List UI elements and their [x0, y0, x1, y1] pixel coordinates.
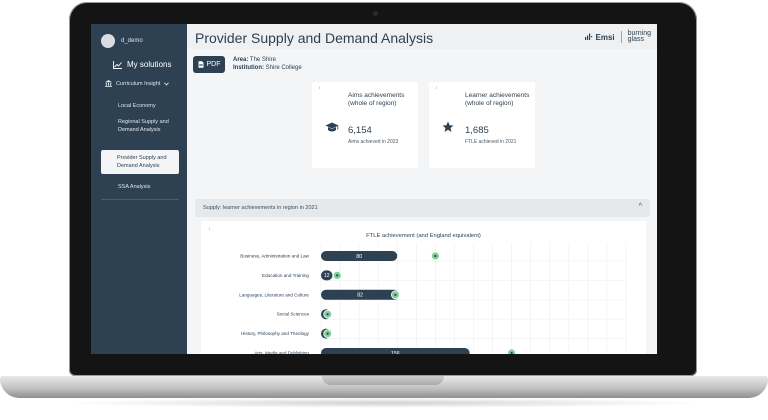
star-icon [442, 120, 454, 138]
user-menu[interactable]: d_demo [101, 34, 143, 48]
bar [321, 251, 398, 261]
england-marker-dot [434, 254, 437, 258]
main-content: PDF Area: The Shire Institution: Shire C… [187, 49, 657, 354]
sidebar-item-local-economy[interactable]: Local Economy [101, 98, 179, 114]
chart-panel: i FTLE achievement (and England equivale… [201, 221, 646, 354]
sidebar-item-provider-supply-demand[interactable]: Provider Supply and Demand Analysis [101, 150, 179, 174]
info-icon[interactable]: i [319, 85, 320, 90]
institution-row: Institution: Shire College [233, 64, 302, 72]
area-value: The Shire [249, 57, 276, 63]
england-marker-dot [326, 332, 329, 335]
kpi-title: Aims achievements (whole of region) [348, 92, 405, 107]
camera-icon [373, 11, 378, 16]
england-marker-dot [326, 313, 329, 316]
tick-label: Arts, Media and Publishing [254, 351, 309, 355]
data-label: 12 [324, 273, 330, 279]
bar [321, 270, 333, 281]
chart-title: FTLE achievement (and England equivalent… [366, 233, 481, 239]
accordion-label: Supply: learner achievements in region i… [203, 205, 318, 211]
chart-line-icon [113, 60, 122, 69]
emsi-logo: Emsi [585, 32, 615, 42]
kpi-description: FTLE achieved in 2021 [465, 139, 517, 145]
supply-accordion-header[interactable]: Supply: learner achievements in region i… [195, 199, 650, 217]
kpi-description: Aims achieved in 2023 [348, 139, 399, 145]
england-marker-dot [336, 274, 339, 277]
tick-label: History, Philosophy and Theology [241, 331, 310, 336]
kpi-value: 6,154 [348, 125, 372, 136]
burning-glass-logo: burning glass [627, 30, 651, 43]
england-marker-dot [394, 293, 397, 296]
info-icon[interactable]: i [436, 85, 437, 90]
sidebar-item-label: Provider Supply and Demand Analysis [117, 155, 167, 169]
app-screen: d_demo My solutions Curriculum Insight [91, 24, 657, 354]
page-title: Provider Supply and Demand Analysis [195, 30, 434, 46]
chevron-up-icon[interactable]: ^ [638, 203, 642, 210]
avatar[interactable] [101, 34, 115, 48]
institution-label: Institution: [233, 65, 264, 71]
nav-my-solutions-label: My solutions [127, 60, 172, 69]
sidebar-item-regional-supply-demand[interactable]: Regional Supply and Demand Analysis [101, 114, 179, 138]
sidebar-item-label: SSA Analysis [118, 184, 151, 190]
tick-label: Social Sciences [277, 312, 310, 317]
chevron-down-icon [164, 81, 170, 86]
laptop-notch [322, 376, 444, 385]
pdf-button-label: PDF [206, 61, 221, 68]
sidebar-divider [101, 199, 179, 200]
area-row: Area: The Shire [233, 56, 302, 64]
england-marker-dot [510, 351, 513, 354]
report-meta: Area: The Shire Institution: Shire Colle… [233, 56, 302, 72]
nav-curriculum-insight-label: Curriculum Insight [116, 80, 161, 87]
bar [321, 348, 470, 354]
brand-separator [620, 31, 622, 43]
data-label: 80 [356, 254, 362, 260]
area-label: Area: [233, 57, 249, 63]
data-label: 156 [391, 351, 400, 354]
laptop-base [0, 376, 768, 398]
kpi-card-learners: i Learner achievements (whole of region)… [429, 82, 535, 168]
burning-glass-logo-line2: glass [627, 36, 644, 43]
institution-value: Shire College [265, 65, 302, 71]
file-pdf-icon [198, 61, 203, 68]
sidebar-item-label: Local Economy [118, 103, 156, 109]
bank-icon [105, 80, 112, 87]
data-label: 82 [357, 293, 363, 299]
info-icon[interactable]: i [209, 226, 210, 231]
graduation-cap-icon [325, 120, 339, 138]
bar [321, 289, 400, 300]
tick-label: Education and Training [262, 273, 309, 278]
england-marker [507, 348, 517, 354]
laptop-shadow [60, 398, 708, 408]
tick-label: Business, Administration and Law [240, 254, 309, 259]
kpi-title: Learner achievements (whole of region) [465, 92, 530, 107]
user-name: d_demo [121, 38, 143, 44]
ftle-bar-chart: Business, Administration and Law 80 Educat… [239, 243, 627, 355]
kpi-card-aims: i Aims achievements (whole of region) 6,… [312, 82, 418, 168]
sidebar: d_demo My solutions Curriculum Insight [91, 24, 187, 354]
nav-my-solutions[interactable]: My solutions [113, 60, 171, 69]
page-header: Provider Supply and Demand Analysis Emsi… [187, 24, 657, 49]
sidebar-item-label: Regional Supply and Demand Analysis [118, 119, 169, 133]
pdf-button[interactable]: PDF [193, 56, 225, 73]
sidebar-item-ssa-analysis[interactable]: SSA Analysis [101, 179, 179, 195]
brand-logos: Emsi burning glass [585, 30, 651, 43]
nav-curriculum-insight[interactable]: Curriculum Insight [105, 80, 170, 87]
emsi-bars-icon [585, 33, 593, 40]
kpi-value: 1,685 [465, 125, 489, 136]
burning-glass-logo-line1: burning [627, 30, 651, 37]
emsi-logo-text: Emsi [595, 32, 615, 42]
tick-label: Languages, Literature and Culture [239, 292, 309, 297]
